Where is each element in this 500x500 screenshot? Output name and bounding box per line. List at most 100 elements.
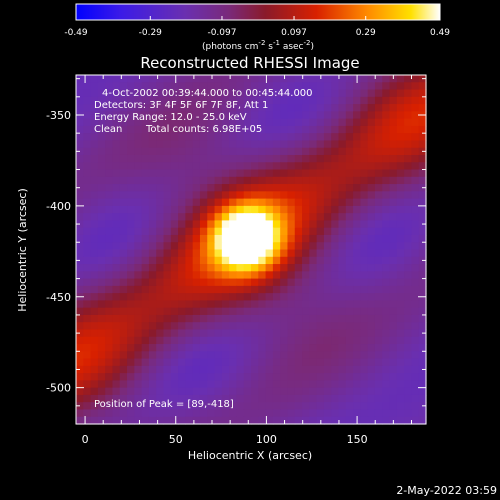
heatmap-cell: [141, 271, 150, 280]
heatmap-cell: [353, 249, 361, 258]
heatmap-cell: [148, 416, 157, 425]
heatmap-cell: [272, 256, 281, 265]
heatmap-cell: [170, 264, 179, 272]
heatmap-cell: [214, 133, 223, 142]
heatmap-cell: [214, 220, 223, 229]
heatmap-cell: [280, 234, 289, 243]
heatmap-cell: [331, 416, 340, 425]
heatmap-cell: [367, 176, 376, 185]
heatmap-cell: [331, 75, 340, 83]
heatmap-cell: [404, 365, 413, 374]
heatmap-cell: [302, 329, 310, 338]
heatmap-cell: [389, 365, 398, 374]
heatmap-cell: [309, 285, 318, 294]
heatmap-cell: [331, 82, 340, 91]
heatmap-cell: [236, 314, 245, 323]
heatmap-cell: [331, 285, 340, 294]
heatmap-cell: [404, 89, 413, 98]
heatmap-cell: [178, 264, 186, 272]
heatmap-cell: [280, 322, 289, 331]
heatmap-cell: [345, 198, 354, 207]
heatmap-cell: [236, 264, 245, 272]
heatmap-cell: [389, 344, 398, 352]
heatmap-cell: [229, 278, 238, 287]
heatmap-cell: [199, 249, 208, 258]
colorbar-tick-labels: -0.49 -0.29 -0.097 0.097 0.29 0.49: [64, 28, 450, 38]
heatmap-cell: [316, 111, 325, 120]
heatmap-cell: [141, 154, 150, 163]
heatmap-cell: [243, 213, 252, 222]
heatmap-cell: [396, 336, 405, 345]
heatmap-cell: [236, 278, 245, 287]
heatmap-cell: [243, 140, 252, 149]
colorbar-ticks: [75, 16, 441, 20]
heatmap-cell: [185, 220, 194, 229]
heatmap-cell: [199, 285, 208, 294]
heatmap-cell: [163, 307, 172, 316]
heatmap-cell: [192, 402, 201, 411]
heatmap-cell: [178, 285, 186, 294]
heatmap-cell: [404, 249, 413, 258]
heatmap-cell: [214, 300, 223, 309]
heatmap-cell: [207, 278, 216, 287]
heatmap-cell: [199, 242, 208, 251]
heatmap-cell: [382, 205, 391, 214]
heatmap-cell: [404, 176, 413, 185]
heatmap-cell: [127, 198, 135, 207]
heatmap-cell: [163, 234, 172, 243]
heatmap-cell: [389, 300, 398, 309]
heatmap-cell: [199, 213, 208, 222]
heatmap-cell: [287, 118, 296, 127]
heatmap-cell: [105, 169, 114, 178]
heatmap-cell: [76, 89, 84, 98]
heatmap-cell: [97, 373, 106, 381]
heatmap-cell: [265, 380, 274, 389]
heatmap-cell: [302, 351, 310, 360]
heatmap-cell: [353, 82, 361, 91]
heatmap-cell: [360, 336, 369, 345]
heatmap-cell: [353, 256, 361, 265]
heatmap-cell: [316, 140, 325, 149]
heatmap-cell: [287, 154, 296, 163]
heatmap-cell: [178, 307, 186, 316]
heatmap-cell: [83, 387, 92, 396]
heatmap-cell: [141, 409, 150, 418]
heatmap-cell: [294, 344, 303, 352]
heatmap-cell: [207, 329, 216, 338]
heatmap-cell: [411, 140, 420, 149]
heatmap-cell: [331, 162, 340, 171]
heatmap-cell: [76, 242, 84, 251]
heatmap-cell: [105, 227, 114, 236]
heatmap-cell: [83, 249, 92, 258]
heatmap-cell: [258, 89, 267, 98]
heatmap-cell: [112, 329, 121, 338]
heatmap-cell: [229, 220, 238, 229]
heatmap-cell: [199, 394, 208, 403]
heatmap-cell: [76, 104, 84, 112]
heatmap-cell: [105, 75, 114, 83]
heatmap-cell: [338, 234, 347, 243]
heatmap-cell: [309, 147, 318, 156]
heatmap-cell: [353, 365, 361, 374]
heatmap-cell: [127, 285, 135, 294]
heatmap-cell: [287, 409, 296, 418]
heatmap-cell: [83, 191, 92, 200]
heatmap-cell: [294, 111, 303, 120]
x-tick-label: 0: [82, 433, 89, 446]
heatmap-cell: [302, 307, 310, 316]
heatmap-cell: [374, 307, 383, 316]
heatmap-cell: [389, 380, 398, 389]
heatmap-cell: [243, 351, 252, 360]
heatmap-cell: [214, 336, 223, 345]
heatmap-cell: [382, 133, 391, 142]
heatmap-cell: [294, 322, 303, 331]
heatmap-cell: [345, 125, 354, 134]
heatmap-cell: [396, 213, 405, 222]
heatmap-cell: [229, 96, 238, 105]
heatmap-cell: [316, 365, 325, 374]
heatmap-cell: [83, 402, 92, 411]
heatmap-cell: [302, 169, 310, 178]
heatmap-cell: [134, 111, 143, 120]
heatmap-cell: [323, 118, 332, 127]
heatmap-cell: [199, 336, 208, 345]
